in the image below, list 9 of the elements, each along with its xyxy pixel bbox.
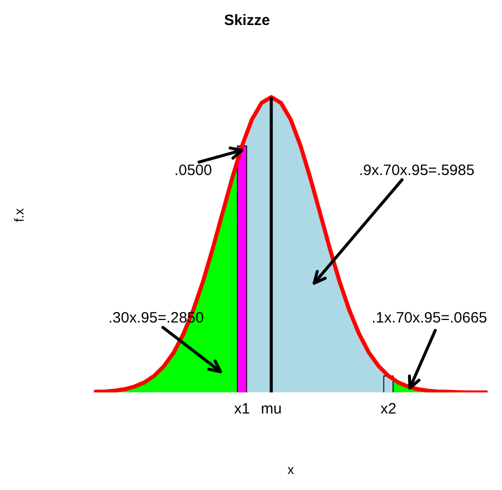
y-axis-title: f.x xyxy=(11,208,26,222)
annotation: .0500 xyxy=(174,162,212,180)
x-axis-title: x xyxy=(288,462,295,477)
x-tick-label: mu xyxy=(260,400,282,418)
annotation: .1x.70x.95=.0665 xyxy=(372,310,488,327)
x-tick-label: x2 xyxy=(380,400,396,418)
annotation: .9x.70x.95=.5985 xyxy=(358,162,474,180)
chart-title: Skizze xyxy=(224,12,270,30)
x-tick-label: x1 xyxy=(234,400,250,418)
